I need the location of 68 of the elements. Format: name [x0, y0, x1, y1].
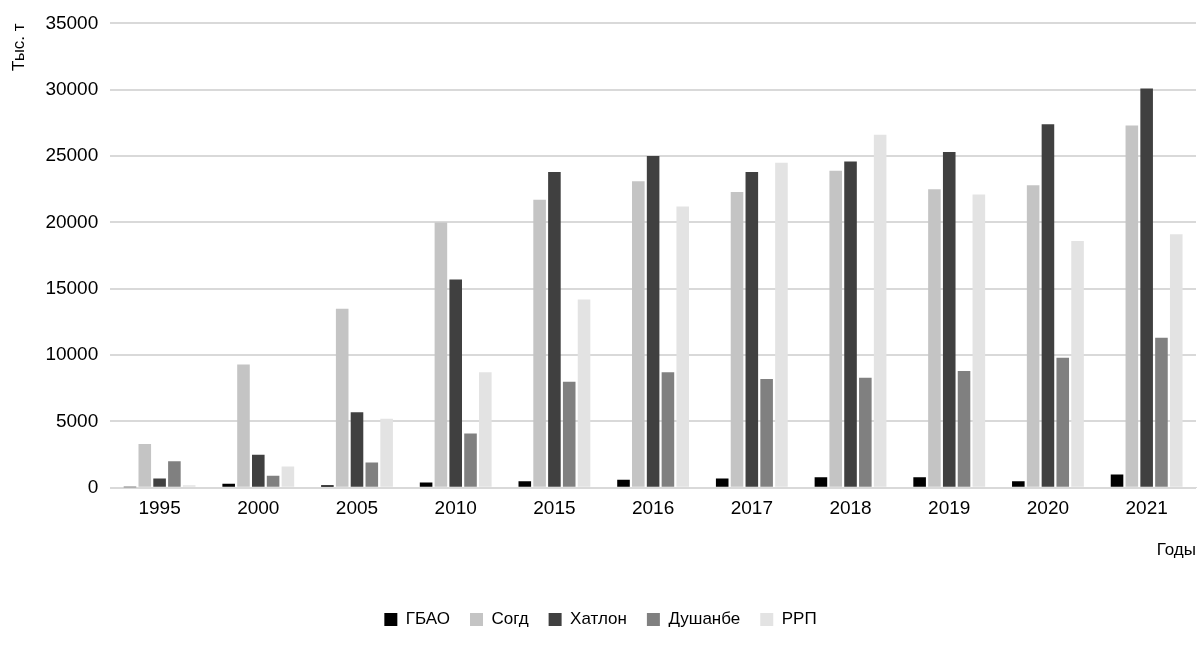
bar: [350, 412, 364, 487]
bar: [1026, 185, 1040, 487]
x-tick-label: 2015: [533, 497, 576, 519]
bar: [1110, 474, 1124, 487]
y-tick-label: 25000: [45, 144, 99, 166]
bar: [632, 181, 645, 487]
bar: [730, 191, 744, 487]
bar: [1125, 125, 1139, 487]
bar: [928, 189, 941, 487]
legend-label: ГБАО: [405, 609, 451, 629]
bar: [1056, 357, 1070, 487]
x-tick-label: 2005: [335, 497, 379, 519]
bar: [222, 483, 235, 487]
x-tick-label: 2018: [829, 497, 872, 519]
legend-label: Душанбе: [668, 609, 741, 629]
bar: [617, 479, 630, 487]
bar: [829, 170, 843, 487]
bar: [168, 461, 181, 487]
legend-label: Согд: [491, 609, 529, 629]
bar: [365, 462, 379, 487]
x-tick-label: 1995: [138, 497, 181, 519]
bar: [814, 477, 828, 487]
x-tick-label: 2016: [631, 497, 675, 519]
bar: [859, 377, 872, 487]
x-tick-label: 2021: [1125, 497, 1168, 519]
bar: [760, 379, 773, 487]
x-tick-label: 2019: [928, 497, 971, 519]
x-tick-label: 2017: [730, 497, 773, 519]
y-tick-label: 20000: [45, 210, 99, 232]
y-tick-label: 15000: [45, 277, 99, 299]
y-axis-title: Тыс. т: [8, 23, 28, 71]
bar: [419, 482, 433, 487]
x-tick-label: 2020: [1026, 497, 1070, 519]
bar: [646, 156, 660, 487]
bar: [1012, 481, 1025, 487]
x-tick-label: 2010: [434, 497, 477, 519]
legend-label: РРП: [781, 609, 817, 629]
bar: [237, 364, 250, 487]
bar: [138, 444, 152, 487]
bar: [548, 172, 561, 487]
y-tick-label: 30000: [45, 77, 99, 99]
x-axis-title: Годы: [1156, 540, 1196, 560]
bar: [464, 433, 477, 487]
bar: [844, 161, 857, 487]
bar: [335, 308, 349, 487]
bar: [266, 475, 280, 487]
bar: [745, 172, 759, 487]
bar: [661, 372, 675, 487]
bar: [1140, 88, 1153, 487]
y-tick-label: 5000: [55, 409, 99, 431]
y-tick-label: 35000: [45, 11, 99, 33]
bar: [449, 279, 462, 487]
y-tick-label: 10000: [45, 343, 99, 365]
bar: [913, 477, 926, 487]
bar: [1041, 124, 1055, 487]
y-tick-label: 0: [87, 476, 99, 498]
bar: [434, 222, 448, 487]
bar: [252, 454, 265, 487]
bar: [153, 478, 166, 487]
bar: [957, 371, 971, 487]
bar: [715, 478, 729, 487]
x-tick-label: 2000: [237, 497, 280, 519]
bar: [518, 481, 532, 487]
bar: [533, 199, 546, 487]
legend-label: Хатлон: [570, 609, 627, 629]
bar: [942, 152, 956, 487]
bar: [562, 381, 576, 487]
bar: [1155, 337, 1168, 487]
